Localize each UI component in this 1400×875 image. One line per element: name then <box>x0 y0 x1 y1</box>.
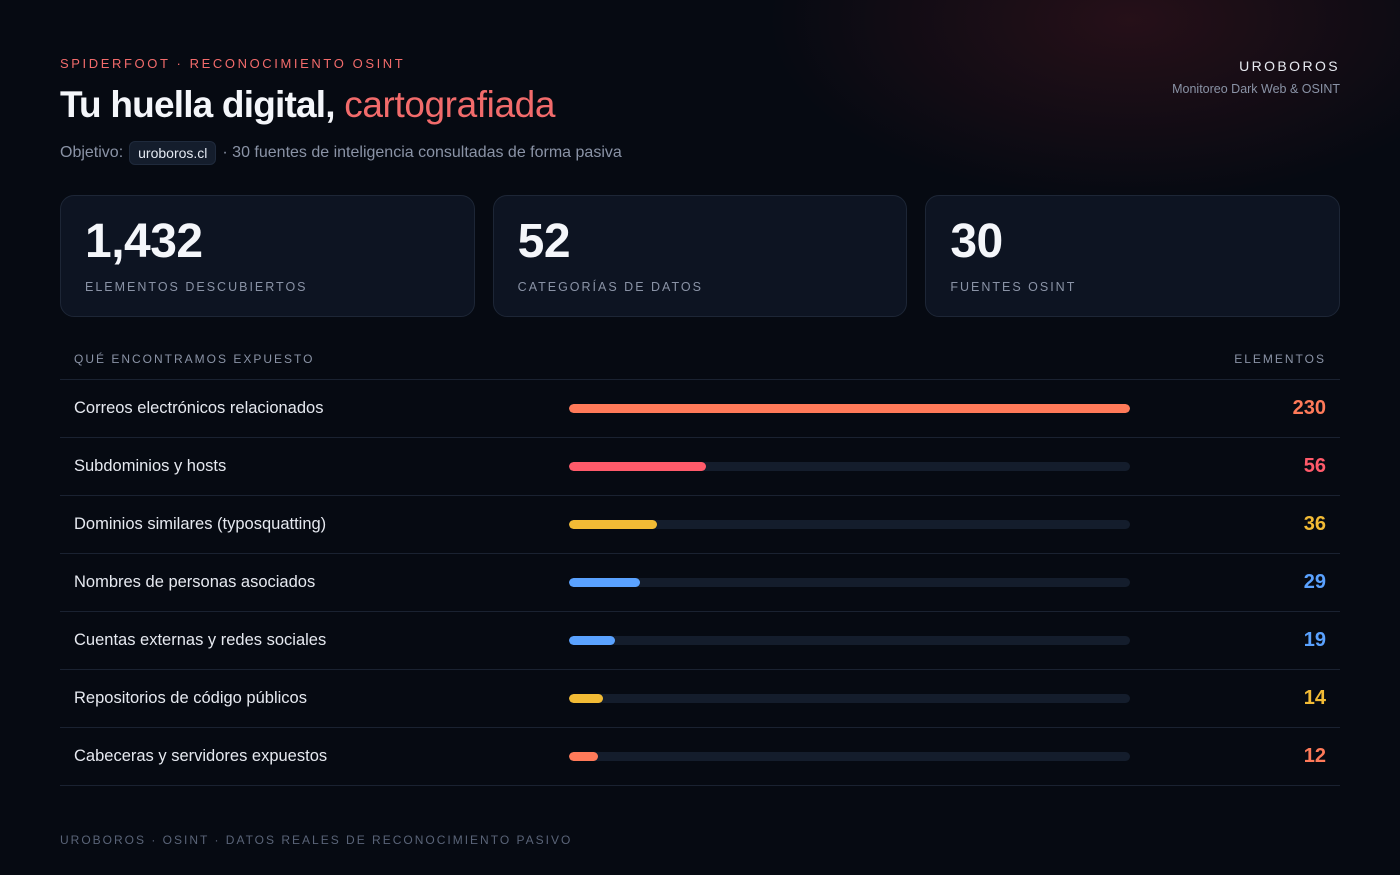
table-row: Cuentas externas y redes sociales 19 <box>60 612 1340 670</box>
row-label: Correos electrónicos relacionados <box>74 399 324 417</box>
eyebrow-label: SPIDERFOOT · RECONOCIMIENTO OSINT <box>60 56 406 71</box>
progress-fill <box>569 578 640 587</box>
column-header-count: ELEMENTOS <box>1234 351 1326 366</box>
objective-label: Objetivo: <box>60 144 124 161</box>
table-row: Repositorios de código públicos 14 <box>60 670 1340 728</box>
row-count: 12 <box>1303 745 1326 767</box>
progress-fill <box>569 694 604 703</box>
table-row: Cabeceras y servidores expuestos 12 <box>60 728 1340 786</box>
stat-card-elements: 1,432 ELEMENTOS DESCUBIERTOS <box>60 195 475 317</box>
progress-fill <box>569 462 706 471</box>
objective-description: · 30 fuentes de inteligencia consultadas… <box>222 144 622 161</box>
row-count: 29 <box>1303 571 1326 593</box>
table-row: Dominios similares (typosquatting) 36 <box>60 496 1340 554</box>
table-row: Correos electrónicos relacionados 230 <box>60 380 1340 438</box>
stat-value: 52 <box>517 215 571 268</box>
progress-fill <box>569 752 599 761</box>
brand-tagline: Monitoreo Dark Web & OSINT <box>1172 82 1340 96</box>
row-count: 19 <box>1303 629 1326 651</box>
progress-track <box>569 636 1130 645</box>
progress-track <box>569 404 1130 413</box>
stat-value: 1,432 <box>85 215 203 268</box>
stat-label: CATEGORÍAS DE DATOS <box>517 280 703 294</box>
row-label: Nombres de personas asociados <box>74 573 316 591</box>
progress-track <box>569 578 1130 587</box>
progress-track <box>569 752 1130 761</box>
row-label: Cabeceras y servidores expuestos <box>74 747 328 765</box>
row-label: Cuentas externas y redes sociales <box>74 631 327 649</box>
column-header-category: QUÉ ENCONTRAMOS EXPUESTO <box>74 351 315 366</box>
stat-label: FUENTES OSINT <box>950 280 1077 294</box>
footer-note: UROBOROS · OSINT · DATOS REALES DE RECON… <box>60 833 573 847</box>
page-title: Tu huella digital, cartografiada <box>60 84 555 126</box>
progress-fill <box>569 520 657 529</box>
row-count: 56 <box>1303 455 1326 477</box>
brand-name: UROBOROS <box>1239 58 1340 74</box>
stat-card-categories: 52 CATEGORÍAS DE DATOS <box>492 195 908 317</box>
progress-track <box>569 462 1130 471</box>
row-count: 36 <box>1303 513 1326 535</box>
row-label: Dominios similares (typosquatting) <box>74 515 327 533</box>
progress-track <box>569 694 1130 703</box>
stat-label: ELEMENTOS DESCUBIERTOS <box>85 280 308 294</box>
progress-track <box>569 520 1130 529</box>
brand-block: UROBOROS Monitoreo Dark Web & OSINT <box>1172 58 1340 96</box>
exposure-table: QUÉ ENCONTRAMOS EXPUESTO ELEMENTOS Corre… <box>60 338 1340 786</box>
stat-card-sources: 30 FUENTES OSINT <box>925 195 1341 317</box>
objective-line: Objetivo: uroboros.cl · 30 fuentes de in… <box>60 141 622 165</box>
stats-row: 1,432 ELEMENTOS DESCUBIERTOS 52 CATEGORÍ… <box>60 195 1341 317</box>
table-row: Nombres de personas asociados 29 <box>60 554 1340 612</box>
stat-value: 30 <box>950 215 1003 268</box>
table-body: Correos electrónicos relacionados 230 Subd… <box>60 380 1340 786</box>
title-main: Tu huella digital, <box>60 84 336 125</box>
title-accent: cartografiada <box>344 84 556 125</box>
table-row: Subdominios y hosts 56 <box>60 438 1340 496</box>
row-label: Subdominios y hosts <box>74 457 227 475</box>
row-count: 14 <box>1303 687 1326 709</box>
progress-fill <box>569 404 1130 413</box>
row-label: Repositorios de código públicos <box>74 689 307 707</box>
progress-fill <box>569 636 616 645</box>
row-count: 230 <box>1292 397 1326 419</box>
target-domain-pill: uroboros.cl <box>129 141 217 165</box>
table-header: QUÉ ENCONTRAMOS EXPUESTO ELEMENTOS <box>60 338 1340 380</box>
